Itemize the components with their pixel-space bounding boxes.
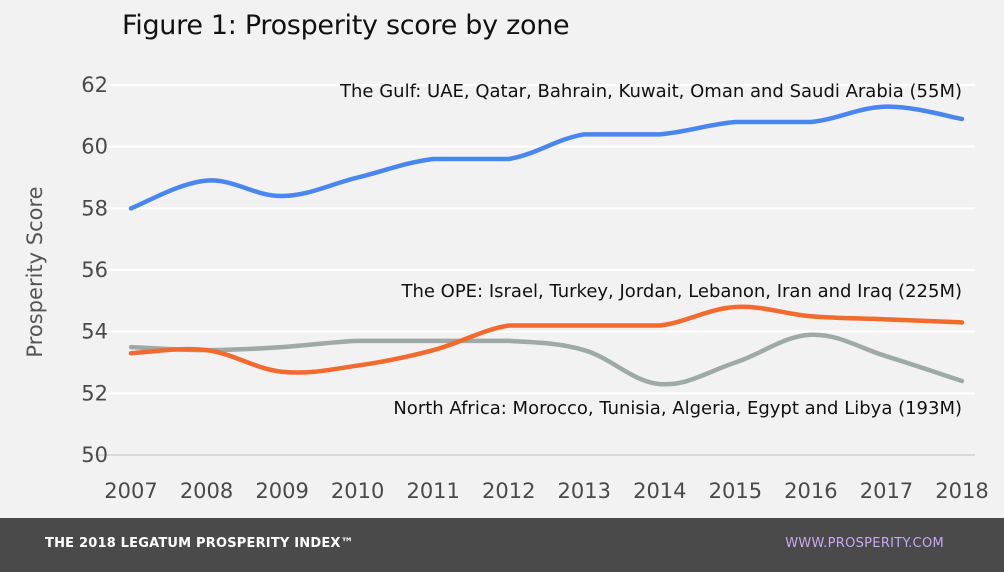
x-tick-label: 2010 bbox=[331, 479, 384, 503]
grid-lines bbox=[95, 84, 975, 456]
x-tick-label: 2009 bbox=[255, 479, 308, 503]
y-tick-label: 54 bbox=[81, 320, 108, 344]
series-label-gulf: The Gulf: UAE, Qatar, Bahrain, Kuwait, O… bbox=[339, 81, 962, 102]
footer-website-link[interactable]: WWW.PROSPERITY.COM bbox=[785, 536, 944, 551]
x-tick-label: 2014 bbox=[633, 479, 686, 503]
footer-index-title: THE 2018 LEGATUM PROSPERITY INDEX™ bbox=[45, 536, 354, 551]
series-line-north-africa bbox=[128, 332, 965, 387]
series-label-north-africa: North Africa: Morocco, Tunisia, Algeria,… bbox=[393, 398, 962, 419]
x-tick-label: 2016 bbox=[784, 479, 837, 503]
x-tick-label: 2017 bbox=[860, 479, 913, 503]
y-axis-ticks: 50 52 54 56 58 60 62 bbox=[81, 73, 108, 467]
chart-title: Figure 1: Prosperity score by zone bbox=[122, 10, 570, 41]
y-axis-label: Prosperity Score bbox=[23, 186, 47, 357]
x-tick-label: 2011 bbox=[406, 479, 459, 503]
x-tick-label: 2007 bbox=[104, 479, 157, 503]
x-tick-label: 2015 bbox=[709, 479, 762, 503]
y-tick-label: 62 bbox=[81, 73, 108, 97]
x-tick-label: 2012 bbox=[482, 479, 535, 503]
series-line-ope bbox=[128, 304, 965, 375]
y-tick-label: 58 bbox=[81, 196, 108, 220]
y-tick-label: 60 bbox=[81, 135, 108, 159]
series-lines bbox=[128, 104, 965, 387]
footer-bar: THE 2018 LEGATUM PROSPERITY INDEX™ WWW.P… bbox=[0, 518, 1004, 572]
series-label-ope: The OPE: Israel, Turkey, Jordan, Lebanon… bbox=[400, 281, 962, 302]
x-tick-label: 2008 bbox=[180, 479, 233, 503]
y-tick-label: 50 bbox=[81, 443, 108, 467]
x-tick-label: 2013 bbox=[558, 479, 611, 503]
series-line-gulf bbox=[128, 104, 965, 211]
x-axis-ticks: 2007 2008 2009 2010 2011 2012 2013 2014 2015 2016… bbox=[104, 479, 988, 503]
x-tick-label: 2018 bbox=[935, 479, 988, 503]
y-tick-label: 52 bbox=[81, 381, 108, 405]
y-tick-label: 56 bbox=[81, 258, 108, 282]
